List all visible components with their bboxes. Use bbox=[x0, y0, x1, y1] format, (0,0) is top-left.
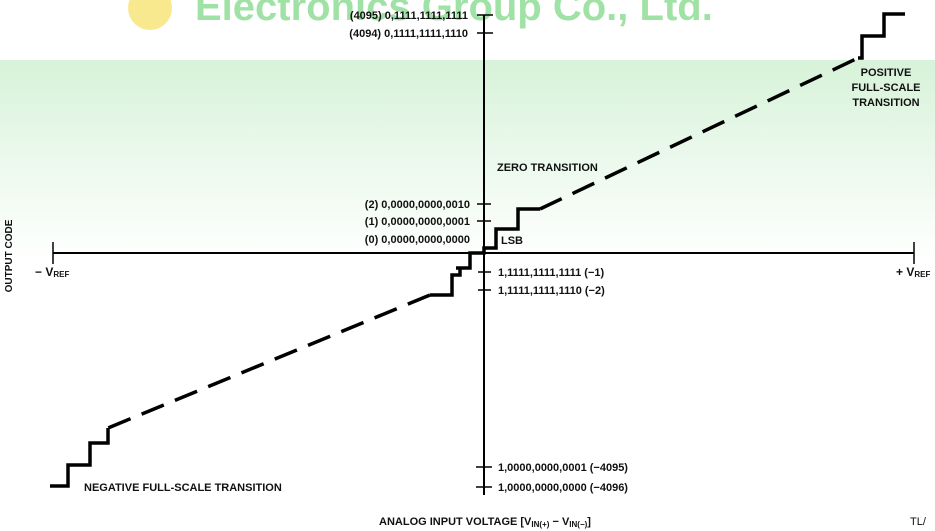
code-label-4095: (4095) 0,1111,1111,1111 bbox=[350, 10, 468, 22]
x-axis-title: ANALOG INPUT VOLTAGE [VIN(+) − VIN(−)] bbox=[379, 516, 591, 529]
corner-reference: TL/ bbox=[910, 516, 927, 528]
positive-fs-label-1: POSITIVE bbox=[861, 67, 912, 79]
code-label-4094: (4094) 0,1111,1111,1110 bbox=[349, 28, 468, 40]
neg-vref-label: − VREF bbox=[35, 265, 69, 279]
code-label-0: (0) 0,0000,0000,0000 bbox=[365, 234, 470, 246]
positive-fs-label-3: TRANSITION bbox=[852, 97, 919, 109]
positive-fs-label-2: FULL-SCALE bbox=[851, 82, 920, 94]
negative-fullscale-steps bbox=[50, 428, 110, 488]
center-staircase bbox=[456, 207, 540, 270]
code-label-1: (1) 0,0000,0000,0001 bbox=[365, 216, 470, 228]
lsb-label: LSB bbox=[501, 235, 523, 247]
code-label-m2: 1,1111,1111,1110 (−2) bbox=[498, 285, 605, 297]
positive-fullscale-steps bbox=[858, 12, 905, 60]
code-label-2: (2) 0,0000,0000,0010 bbox=[365, 199, 470, 211]
positive-dashed-segment bbox=[539, 56, 859, 211]
pos-vref-label: + VREF bbox=[896, 265, 930, 279]
zero-transition-label: ZERO TRANSITION bbox=[497, 162, 598, 174]
code-label-m4096: 1,0000,0000,0000 (−4096) bbox=[498, 482, 628, 494]
negative-near-steps bbox=[430, 268, 462, 297]
code-label-m4095: 1,0000,0000,0001 (−4095) bbox=[498, 462, 628, 474]
negative-fs-label: NEGATIVE FULL-SCALE TRANSITION bbox=[84, 482, 282, 494]
negative-dashed-segment bbox=[107, 293, 431, 430]
y-axis-title: OUTPUT CODE bbox=[4, 219, 15, 292]
code-label-m1: 1,1111,1111,1111 (−1) bbox=[498, 267, 604, 279]
